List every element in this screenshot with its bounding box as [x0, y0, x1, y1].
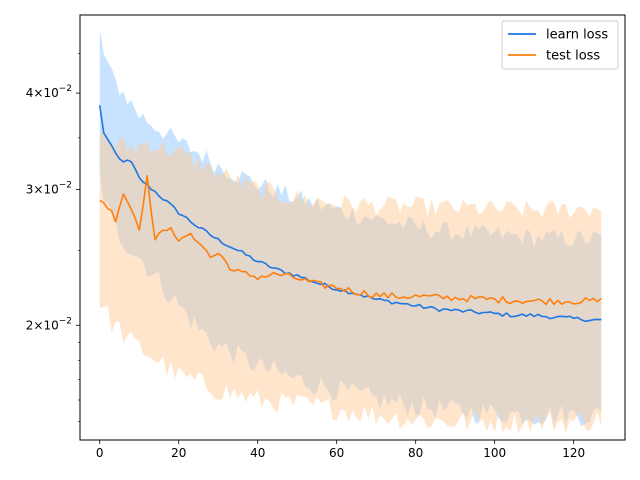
y-tick-label: 4×10−2 [26, 84, 72, 100]
x-tick-label: 40 [250, 446, 265, 460]
x-tick-label: 20 [171, 446, 186, 460]
y-axis: 2×10−2 3×10−2 4×10−2 [26, 53, 80, 422]
line-learn-loss [98, 105, 602, 323]
x-tick-label: 60 [329, 446, 344, 460]
legend: learn loss test loss [501, 20, 619, 70]
x-axis: 0 20 40 60 80 100 120 [96, 440, 585, 460]
x-tick-label: 100 [483, 446, 506, 460]
y-tick-label: 3×10−2 [26, 180, 72, 196]
legend-box [501, 20, 619, 70]
spread-bands [99, 28, 602, 434]
x-tick-label: 120 [562, 446, 585, 460]
plot-frame [79, 14, 626, 441]
y-tick-label: 2×10−2 [26, 316, 72, 332]
series-lines [98, 105, 602, 323]
legend-label: test loss [546, 49, 600, 64]
legend-label: learn loss [546, 28, 608, 43]
line-test-loss [99, 175, 602, 306]
x-tick-label: 80 [408, 446, 423, 460]
band-test-loss [99, 127, 602, 434]
x-tick-label: 0 [96, 446, 104, 460]
